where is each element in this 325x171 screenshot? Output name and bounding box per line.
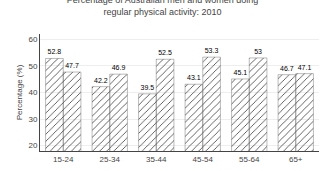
svg-text:40: 40 [28,88,37,97]
svg-text:60: 60 [28,35,37,44]
svg-text:47.1: 47.1 [298,64,312,71]
svg-text:39.5: 39.5 [141,84,155,91]
svg-text:53: 53 [254,48,262,55]
svg-text:45.1: 45.1 [234,69,248,76]
svg-text:46.9: 46.9 [112,64,126,71]
svg-text:30: 30 [28,115,37,124]
svg-text:42.2: 42.2 [94,77,108,84]
svg-text:20: 20 [28,141,37,150]
svg-text:45-54: 45-54 [193,155,214,164]
svg-text:35-44: 35-44 [146,155,167,164]
svg-text:53.3: 53.3 [205,47,219,54]
svg-text:43.1: 43.1 [187,74,201,81]
svg-text:Percentage of Australian men a: Percentage of Australian men and women d… [67,0,259,17]
svg-text:55-64: 55-64 [239,155,260,164]
svg-text:52.5: 52.5 [158,49,172,56]
svg-text:15-24: 15-24 [53,155,74,164]
svg-text:47.7: 47.7 [65,62,79,69]
svg-text:52.8: 52.8 [48,48,62,55]
svg-text:Percentage (%): Percentage (%) [15,64,24,120]
svg-text:25-34: 25-34 [100,155,121,164]
svg-text:46.7: 46.7 [280,65,294,72]
svg-text:65+: 65+ [289,155,303,164]
svg-text:50: 50 [28,62,37,71]
